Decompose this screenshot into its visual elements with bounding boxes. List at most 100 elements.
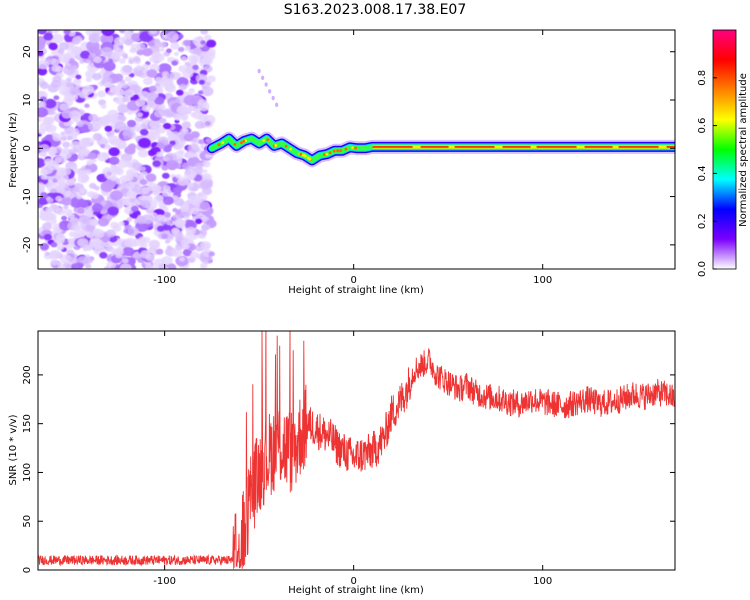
noise-blob [206,75,216,83]
noise-blob [200,40,206,45]
noise-blob [122,65,133,73]
noise-blob [141,104,151,112]
noise-blob [100,46,113,57]
noise-blob [87,152,97,160]
noise-blob [119,263,132,269]
noise-blob [38,183,45,193]
noise-blob [72,78,82,86]
noise-blob [122,246,135,257]
noise-blob [199,201,210,210]
noise-blob [171,60,178,66]
noise-blob [40,174,48,180]
spectrogram-ylabel: Frequency (Hz) [8,112,19,188]
snr-ytick-label: 0 [22,567,33,573]
noise-blob [79,200,89,208]
noise-blob [128,143,137,150]
ridge-spot [308,157,312,161]
noise-blob [148,119,161,129]
noise-blob [80,177,88,183]
noise-blob [88,113,99,123]
noise-blob [79,148,91,157]
snr-axes: -100 0 100 0 50 100 150 200 [22,331,675,587]
noise-blob [81,84,95,95]
noise-blob [132,162,142,170]
ridge-spot [344,147,348,151]
noise-blob [52,75,62,83]
noise-blob [142,47,153,57]
noise-blob [123,89,135,98]
noise-blob [88,33,101,44]
noise-blob [169,71,180,81]
colorbar: 0.0 0.2 0.4 0.6 0.8 Normalized spectral ampl… [697,29,749,277]
noise-blob [202,169,208,174]
noise-blob [58,79,68,87]
noise-blob [43,32,54,41]
noise-blob [89,237,102,248]
noise-blob [76,195,82,200]
noise-blob [140,242,148,248]
noise-blob [104,170,117,180]
noise-blob [40,192,48,199]
snr-xtick-label: 100 [533,576,552,587]
ridge-spot [354,146,358,150]
noise-blob [166,48,172,54]
spectrogram-ytick-label: 0 [22,145,33,151]
noise-blob [107,206,119,216]
noise-blob [161,172,170,179]
colorbar-tick-label: 0.4 [697,165,708,181]
noise-blob [99,252,108,259]
spectrogram-xlabel: Height of straight line (km) [288,285,424,296]
noise-blob [109,138,120,146]
noise-blob [84,210,94,218]
noise-blob [63,205,69,210]
snr-xtick-label: -100 [153,576,176,587]
noise-blob [162,223,172,231]
noise-blob [38,59,50,70]
colorbar-tick-label: 0.6 [697,118,708,134]
noise-blob [145,263,154,269]
noise-blob [159,118,166,124]
noise-blob [92,121,102,130]
noise-blob [89,182,97,189]
noise-blob [107,89,116,97]
noise-blob [60,149,72,160]
noise-blob [195,218,202,224]
noise-blob [183,95,198,106]
ridge-spot [262,139,266,142]
ridge-spot [289,147,293,151]
noise-blob [154,76,163,83]
colorbar-tick-label: 0.0 [697,261,708,277]
noise-blob [156,225,165,232]
snr-frame [37,330,676,571]
noise-blob [120,79,126,84]
noise-blob [75,74,82,80]
noise-blob [105,229,117,238]
noise-blob [82,247,88,252]
noise-blob [187,182,195,188]
noise-blob [39,168,49,176]
noise-blob [170,42,180,50]
noise-blob [115,180,122,185]
noise-blob [208,251,215,257]
noise-blob [38,107,48,118]
noise-blob [194,162,204,170]
noise-blob [50,58,60,66]
ridge-spot [339,149,343,153]
noise-blob [118,221,125,227]
noise-blob [69,148,77,155]
noise-blob [185,226,197,236]
ridge-spot [336,149,340,153]
noise-blob [159,47,165,52]
noise-blob [71,38,80,45]
noise-blob [142,77,153,86]
noise-blob [38,117,42,123]
noise-blob [200,241,212,250]
noise-blob [177,46,185,52]
noise-blob [199,144,206,150]
noise-blob [79,50,91,59]
noise-blob [92,133,103,141]
noise-blob [84,103,90,108]
noise-blob [48,204,60,213]
noise-blob [68,256,78,264]
noise-blob [184,46,191,52]
